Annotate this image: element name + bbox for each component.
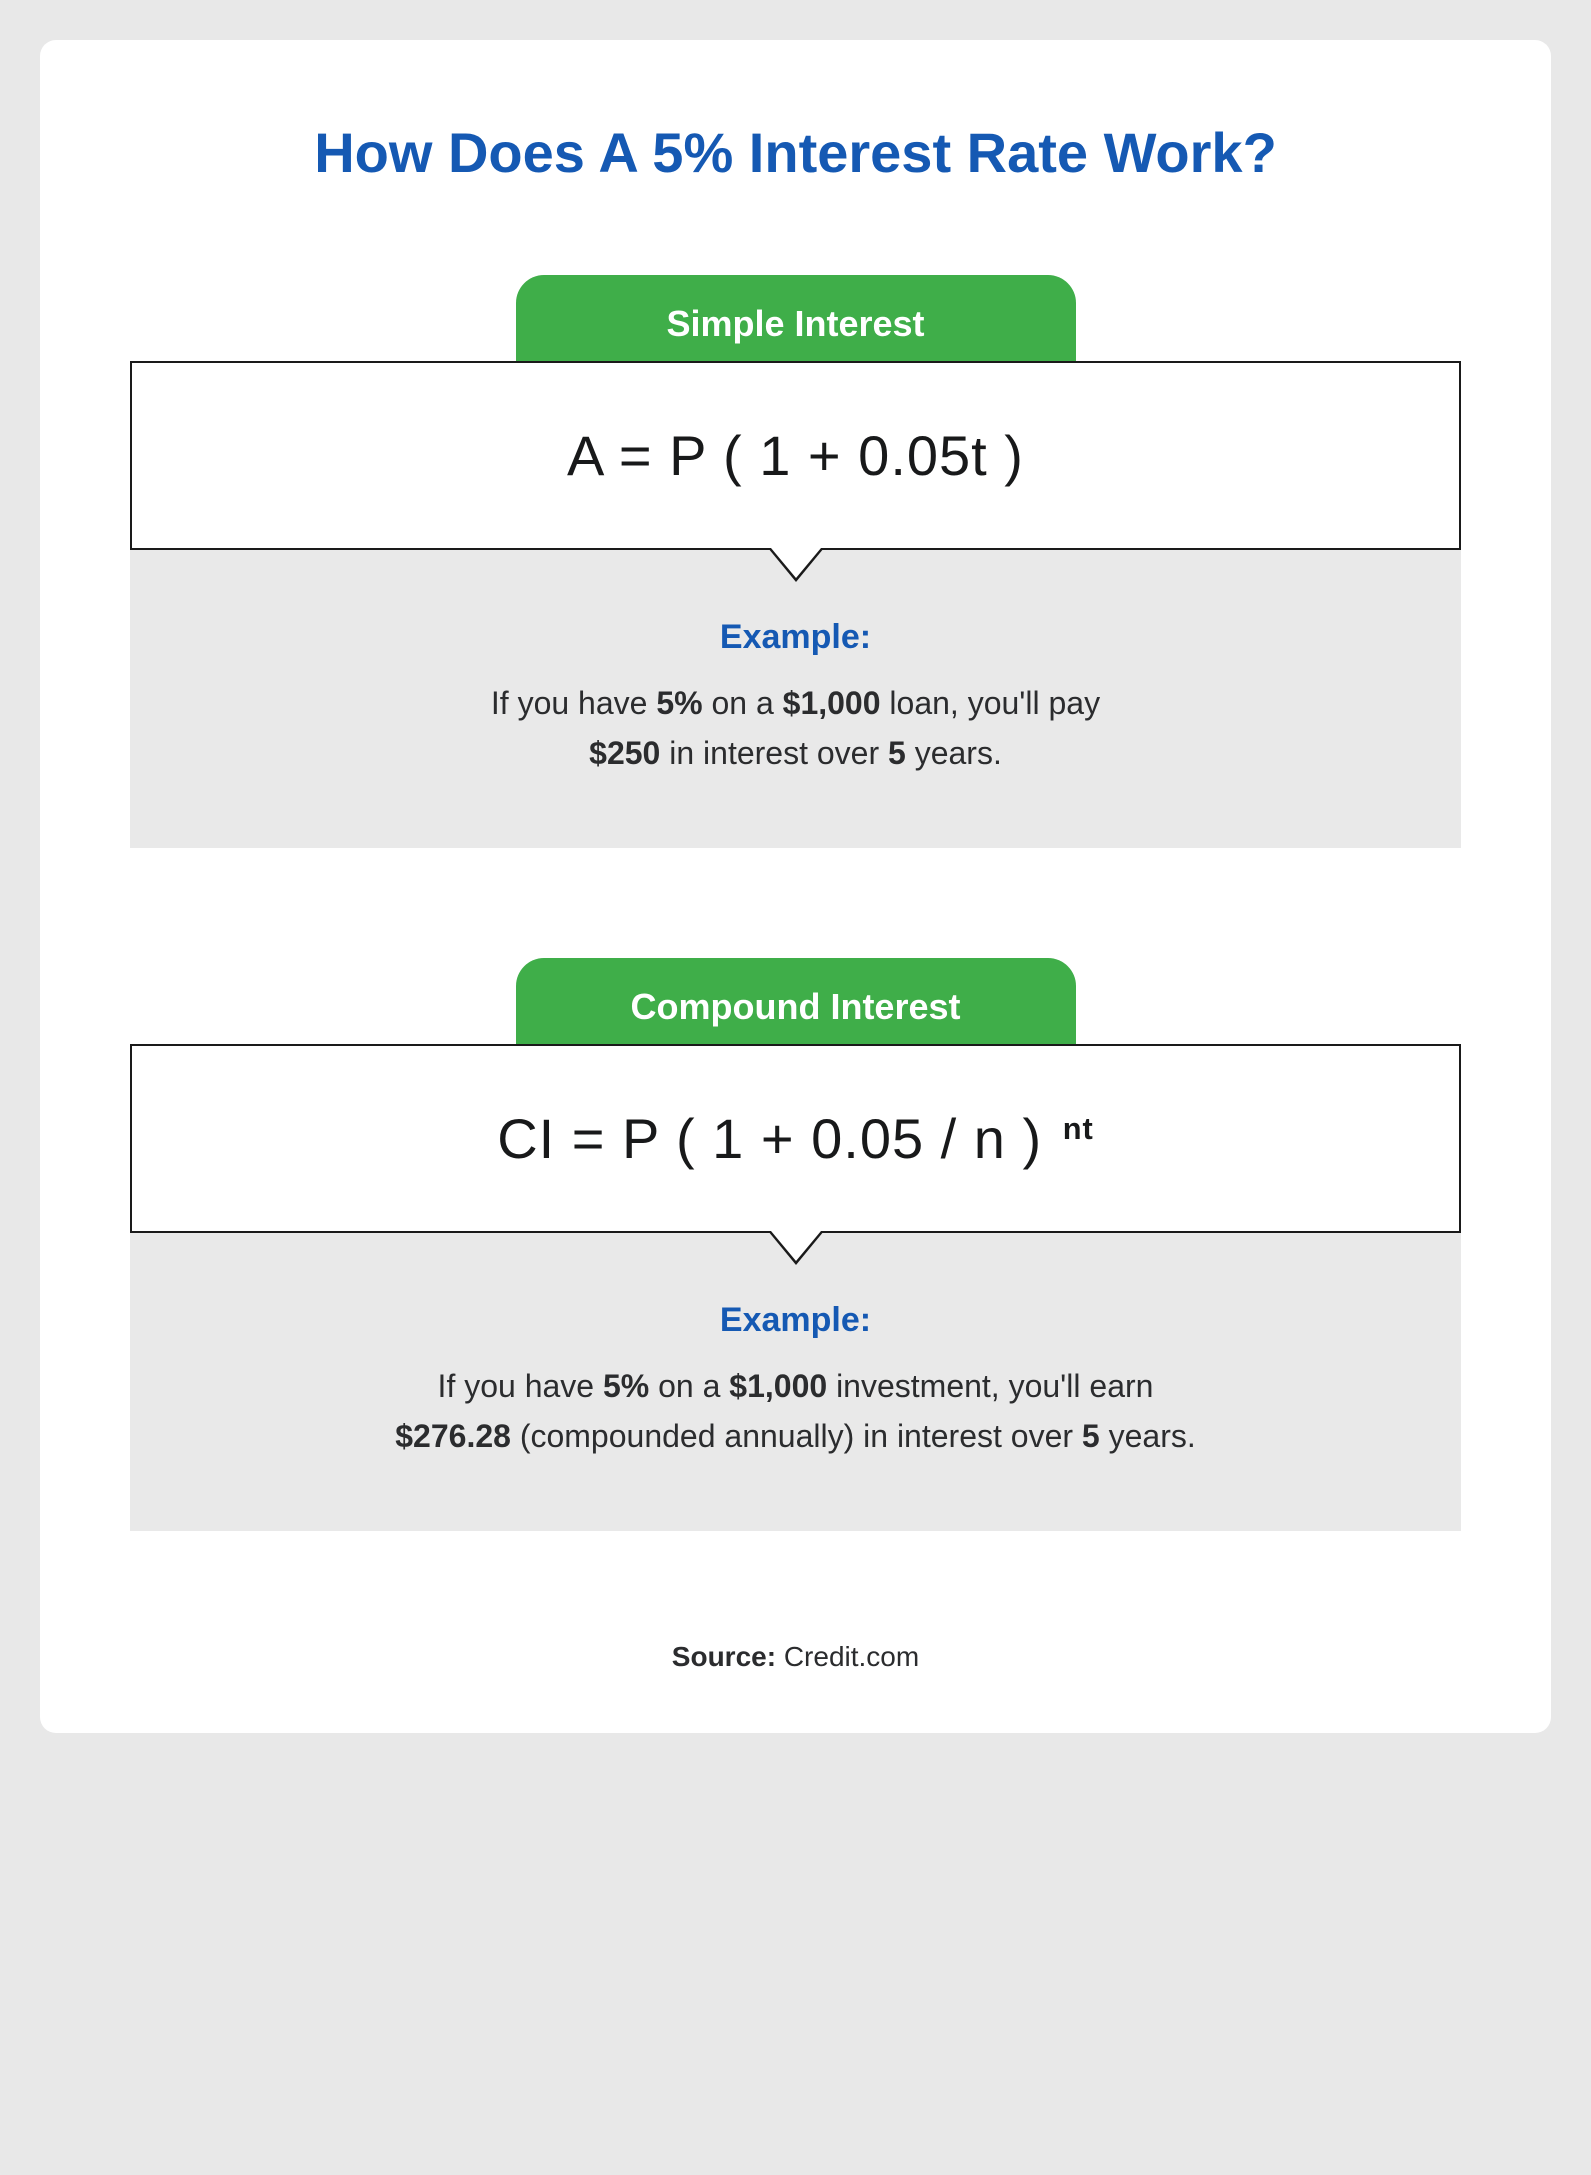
source-line: Source: Credit.com [130, 1641, 1461, 1673]
example-text-simple: If you have 5% on a $1,000 loan, you'll … [170, 679, 1421, 778]
section-compound-interest: Compound Interest CI = P ( 1 + 0.05 / n … [130, 958, 1461, 1531]
example-block-simple: Example: If you have 5% on a $1,000 loan… [130, 548, 1461, 848]
page-title: How Does A 5% Interest Rate Work? [130, 120, 1461, 185]
source-label: Source: [672, 1641, 776, 1672]
example-text-compound: If you have 5% on a $1,000 investment, y… [170, 1362, 1421, 1461]
tab-simple-interest: Simple Interest [516, 275, 1076, 367]
section-simple-interest: Simple Interest A = P ( 1 + 0.05t ) Exam… [130, 275, 1461, 848]
infographic-card: How Does A 5% Interest Rate Work? Simple… [40, 40, 1551, 1733]
formula-simple: A = P ( 1 + 0.05t ) [152, 423, 1439, 488]
example-block-compound: Example: If you have 5% on a $1,000 inve… [130, 1231, 1461, 1531]
formula-box-compound: CI = P ( 1 + 0.05 / n ) nt [130, 1044, 1461, 1233]
formula-box-simple: A = P ( 1 + 0.05t ) [130, 361, 1461, 550]
formula-compound: CI = P ( 1 + 0.05 / n ) nt [152, 1106, 1439, 1171]
tab-compound-interest: Compound Interest [516, 958, 1076, 1050]
example-label: Example: [170, 618, 1421, 657]
example-label: Example: [170, 1301, 1421, 1340]
source-value: Credit.com [784, 1641, 919, 1672]
